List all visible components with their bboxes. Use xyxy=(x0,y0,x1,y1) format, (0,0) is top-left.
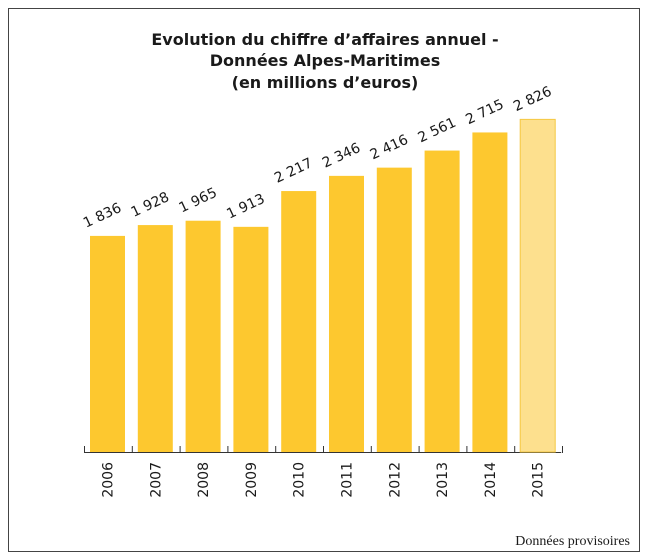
bar xyxy=(233,226,269,452)
x-tick-label: 2008 xyxy=(196,462,212,498)
bar xyxy=(519,118,556,453)
bar xyxy=(281,191,317,453)
x-tick-label: 2006 xyxy=(101,462,117,498)
note: Données provisoires xyxy=(515,534,630,549)
x-tick-label: 2011 xyxy=(340,462,356,498)
x-tick-label: 2015 xyxy=(531,462,547,498)
x-tick-label: 2007 xyxy=(148,462,164,498)
chart-title: Données Alpes-Maritimes xyxy=(210,51,440,70)
bar xyxy=(185,220,221,452)
bar xyxy=(376,167,412,453)
x-tick-label: 2014 xyxy=(483,462,499,498)
bar xyxy=(137,225,173,452)
x-tick-label: 2009 xyxy=(244,462,260,498)
x-tick-label: 2013 xyxy=(435,462,451,498)
bar xyxy=(472,132,508,452)
chart-title: (en millions d’euros) xyxy=(232,73,419,92)
bar xyxy=(90,235,125,452)
x-tick-label: 2012 xyxy=(387,462,403,498)
bar xyxy=(424,150,460,452)
x-tick-label: 2010 xyxy=(292,462,308,498)
chart-title: Evolution du chiffre d’affaires annuel - xyxy=(151,30,498,49)
bar xyxy=(329,175,364,452)
